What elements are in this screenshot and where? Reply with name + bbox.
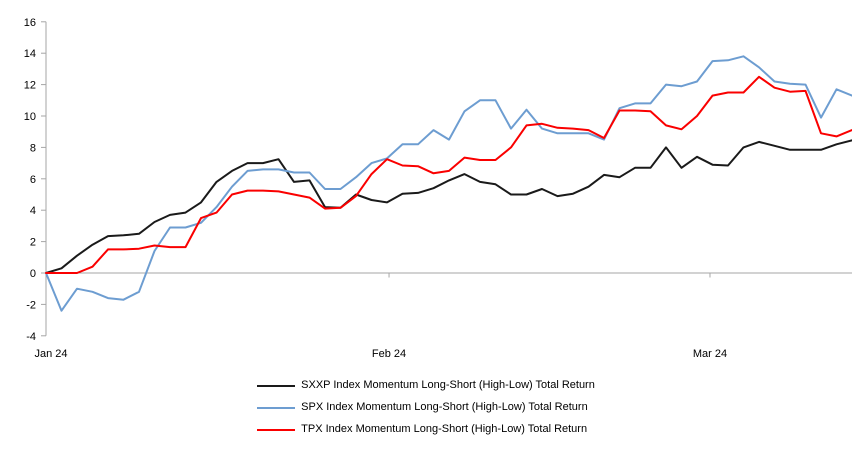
y-axis-tick-label: -2 [26,299,36,311]
y-axis-tick-label: 6 [30,174,36,186]
legend-item-tpx: TPX Index Momentum Long-Short (High-Low)… [257,422,587,437]
legend-item-spx: SPX Index Momentum Long-Short (High-Low)… [257,400,588,415]
y-axis-tick-label: 4 [30,205,36,217]
x-axis-tick-label: Feb 24 [372,348,406,360]
legend-item-sxxp: SXXP Index Momentum Long-Short (High-Low… [257,378,595,393]
y-axis-tick-label: 14 [24,48,36,60]
series-line-sxxp [45,139,852,274]
y-axis-tick-label: 0 [30,268,36,280]
legend-line-swatch-spx [257,406,296,409]
y-axis-tick-label: 16 [24,17,36,29]
y-axis-tick-label: 2 [30,237,36,249]
legend-label-spx: SPX Index Momentum Long-Short (High-Low)… [301,401,588,413]
y-axis-tick-label: 12 [24,80,36,92]
legend-line-swatch-sxxp [257,384,296,387]
legend-label-tpx: TPX Index Momentum Long-Short (High-Low)… [301,423,588,435]
series-line-tpx [45,75,852,274]
y-axis-tick-label: 8 [30,142,36,154]
legend-label-sxxp: SXXP Index Momentum Long-Short (High-Low… [301,379,595,391]
series-line-spx [45,55,852,312]
legend-line-swatch-tpx [257,428,296,431]
y-axis-tick-label: -4 [26,331,36,343]
x-axis-tick-label: Jan 24 [34,348,67,360]
y-axis-tick-label: 10 [24,111,36,123]
chart-legend: SXXP Index Momentum Long-Short (High-Low… [0,378,852,437]
x-axis-tick-label: Mar 24 [693,348,727,360]
chart-legend-inner: SXXP Index Momentum Long-Short (High-Low… [257,378,595,437]
